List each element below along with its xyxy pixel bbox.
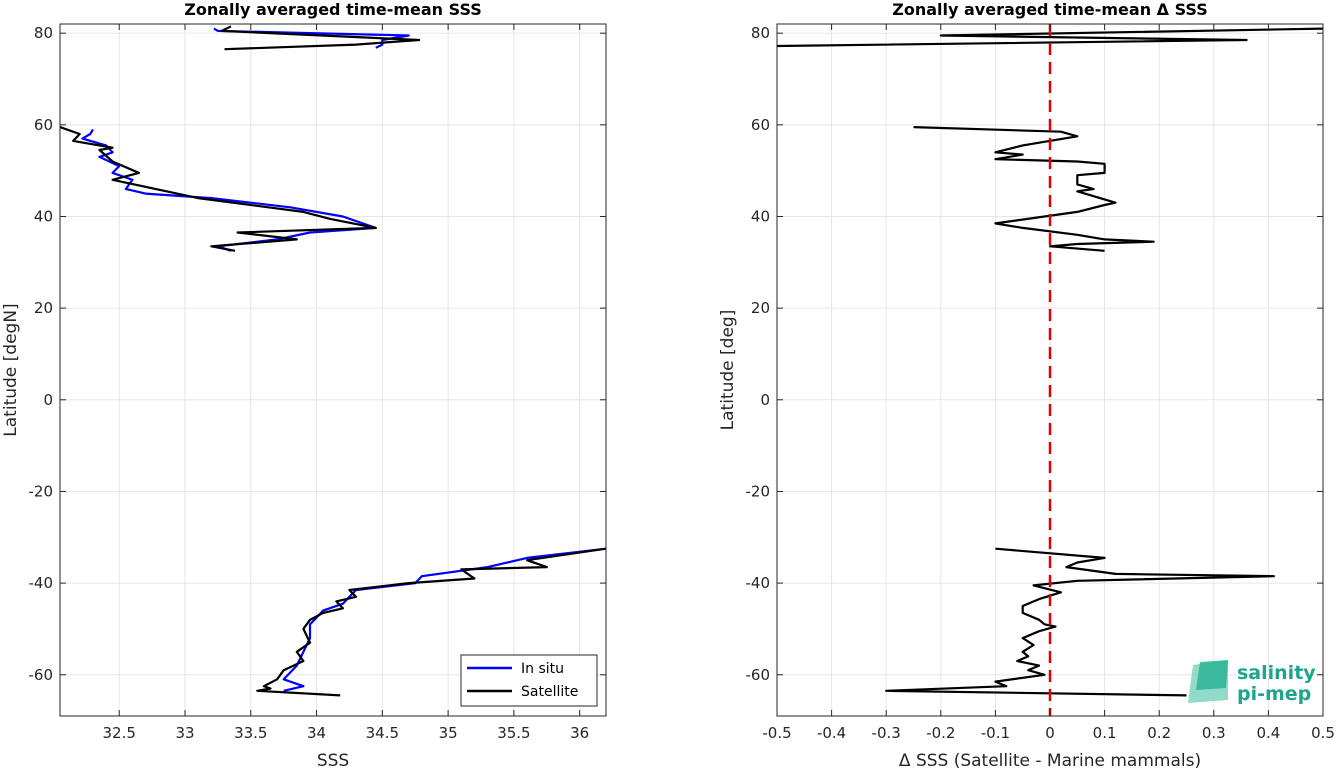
left-y-tick-label: 20 <box>34 299 53 317</box>
left-satellite-line <box>220 25 421 51</box>
left-x-tick-label: 33 <box>175 724 194 742</box>
logo-text-line1: salinity <box>1237 662 1316 684</box>
right-x-tick-label: 0.1 <box>1093 724 1117 742</box>
left-x-tick-label: 36 <box>570 724 589 742</box>
right-y-tick-label: 40 <box>751 207 770 225</box>
right-chart-title: Zonally averaged time-mean Δ SSS <box>892 0 1208 19</box>
left-x-tick-label: 33.5 <box>234 724 267 742</box>
left-series-group <box>60 25 606 697</box>
right-series-group <box>777 24 1323 716</box>
right-y-axis-label: Latitude [deg] <box>718 310 738 431</box>
left-y-tick-label: -40 <box>29 574 54 592</box>
right-x-tick-label: -0.2 <box>926 724 955 742</box>
left-x-tick-label: 32.5 <box>103 724 136 742</box>
right-y-tick-label: 60 <box>751 116 770 134</box>
right-tick-group: -0.5 -0.4 -0.3 -0.2 -0.1 0 0.1 0.2 0.3 0.4 0.5 80 60… <box>746 24 1335 742</box>
right-x-axis-label: Δ SSS (Satellite - Marine mammals) <box>899 751 1201 769</box>
right-y-tick-label: 0 <box>760 391 770 409</box>
left-x-axis-label: SSS <box>317 751 349 769</box>
left-panel: 32.5 33 33.5 34 34.5 35 35.5 36 80 60 40 20 0 -20 -40 -… <box>1 0 607 769</box>
right-x-tick-label: 0.5 <box>1311 724 1335 742</box>
right-x-tick-label: -0.4 <box>817 724 846 742</box>
right-series-line <box>885 547 1276 697</box>
right-y-tick-label: -40 <box>746 574 771 592</box>
left-x-tick-label: 35 <box>439 724 458 742</box>
legend-box <box>460 654 598 707</box>
legend-label-satellite: Satellite <box>521 684 578 700</box>
left-y-tick-label: 0 <box>43 391 53 409</box>
right-y-tick-label: 80 <box>751 24 770 42</box>
right-x-tick-label: -0.1 <box>981 724 1010 742</box>
right-series-line <box>777 27 1323 48</box>
left-satellite-line <box>256 547 606 697</box>
left-in-situ-line <box>213 27 410 49</box>
right-x-tick-label: 0.4 <box>1256 724 1280 742</box>
left-y-tick-label: 60 <box>34 116 53 134</box>
right-panel: -0.5 -0.4 -0.3 -0.2 -0.1 0 0.1 0.2 0.3 0.4 0.5 80 60… <box>718 0 1335 769</box>
logo-wave-shape-dark <box>1196 660 1228 690</box>
right-y-tick-label: 20 <box>751 299 770 317</box>
right-x-tick-label: -0.3 <box>872 724 901 742</box>
right-x-tick-label: -0.5 <box>762 724 791 742</box>
left-satellite-line <box>60 126 377 252</box>
left-chart-title: Zonally averaged time-mean SSS <box>184 0 482 19</box>
salinity-pi-mep-logo: salinity pi-mep <box>1188 660 1316 705</box>
left-y-tick-label: -60 <box>29 666 54 684</box>
left-x-tick-label: 34 <box>307 724 326 742</box>
right-x-tick-label: 0 <box>1045 724 1055 742</box>
right-series-line <box>913 126 1155 252</box>
right-x-tick-label: 0.3 <box>1202 724 1226 742</box>
left-plot-area <box>60 24 606 716</box>
right-x-tick-label: 0.2 <box>1147 724 1171 742</box>
left-gridlines <box>60 24 606 716</box>
right-y-tick-label: -20 <box>746 482 771 500</box>
left-tick-group: 32.5 33 33.5 34 34.5 35 35.5 36 80 60 40 20 0 -20 -40 -… <box>29 24 606 742</box>
left-y-axis-label: Latitude [degN] <box>1 303 21 436</box>
left-x-tick-label: 34.5 <box>366 724 399 742</box>
left-in-situ-line <box>282 547 606 692</box>
right-y-tick-label: -60 <box>746 666 771 684</box>
logo-text-line2: pi-mep <box>1237 683 1311 705</box>
legend-label-in-situ: In situ <box>521 661 564 677</box>
left-y-tick-label: 40 <box>34 207 53 225</box>
left-plot-frame <box>59 23 607 717</box>
legend: In situ Satellite <box>460 654 598 707</box>
left-y-tick-label: 80 <box>34 24 53 42</box>
left-in-situ-line <box>81 128 377 252</box>
left-y-tick-label: -20 <box>29 482 54 500</box>
left-x-tick-label: 35.5 <box>497 724 530 742</box>
